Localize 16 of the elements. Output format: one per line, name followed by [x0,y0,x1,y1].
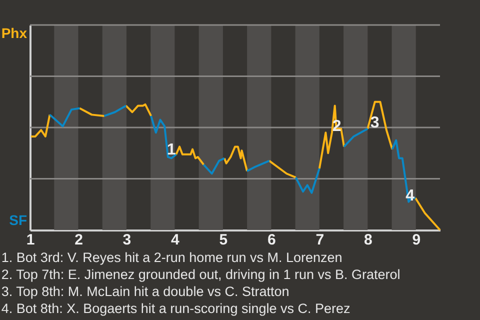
text: 3. Top 8th: M. McLain hit a double vs C. Stratton [1,284,290,299]
text: SF [9,212,28,228]
x-tick-label: 9 [412,232,421,248]
x-tick-label: 8 [364,232,372,248]
text: 4. Bot 8th: X. Bogaerts hit a run-scoring single vs C. Perez [1,301,350,316]
text: 2. Top 7th: E. Jimenez grounded out, driving in 1 run vs B. Graterol [1,267,400,282]
text: Phx [1,25,28,41]
x-tick-label: 4 [171,232,180,248]
x-tick-label: 7 [316,232,324,248]
x-tick-label: 5 [219,232,228,248]
x-tick-label: 2 [74,232,83,248]
text: 1. Bot 3rd: V. Reyes hit a 2-run home run vs M. Lorenzen [1,250,342,265]
x-tick-label: 3 [122,232,132,248]
x-tick-label: 6 [268,232,276,248]
annotation: 3 [370,114,380,132]
x-tick-label: 1 [26,232,35,248]
